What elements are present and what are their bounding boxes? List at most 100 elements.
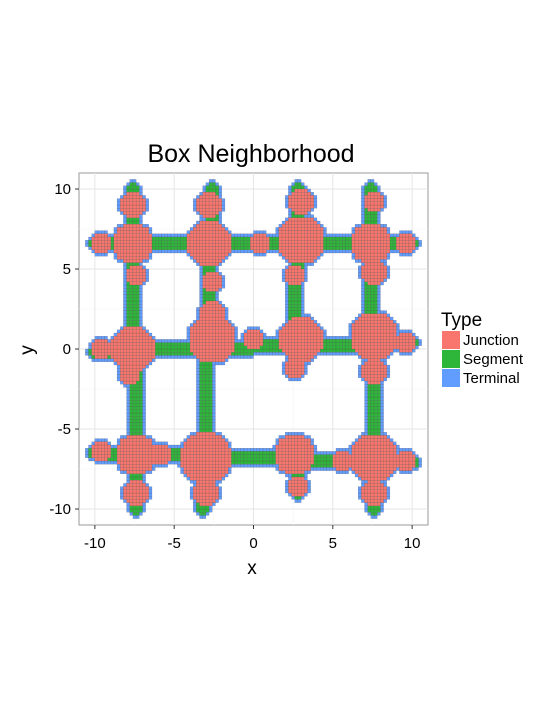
cell-junction [364,278,368,282]
cell-junction [399,249,403,254]
cell-terminal [113,256,118,260]
cell-terminal [107,233,111,238]
cell-junction [367,316,372,321]
cell-terminal [386,364,391,369]
cell-junction [215,326,219,330]
cell-junction [405,454,410,458]
cell-junction [202,307,207,311]
cell-junction [218,198,222,202]
cell-segment [243,451,248,455]
cell-segment [208,422,213,426]
cell-segment [348,243,352,247]
cell-junction [215,220,219,225]
cell-junction [307,243,311,247]
cell-terminal [164,249,168,254]
cell-junction [199,227,203,231]
cell-junction [139,339,143,343]
cell-segment [135,409,140,414]
cell-segment [202,374,207,378]
cell-segment [205,297,210,302]
cell-junction [208,230,213,234]
cell-junction [135,214,140,218]
cell-terminal [332,451,337,455]
cell-terminal [145,208,149,212]
cell-junction [107,348,111,353]
cell-junction [408,249,413,254]
cell-junction [354,448,359,452]
cell-terminal [275,249,280,254]
cell-junction [313,246,318,250]
cell-junction [243,332,248,337]
cell-segment [348,348,352,353]
cell-junction [285,332,289,337]
cell-junction [139,435,143,439]
cell-junction [370,230,375,234]
cell-junction [135,268,140,273]
cell-junction [253,345,257,350]
cell-junction [91,246,95,250]
cell-junction [304,329,308,334]
cell-junction [285,342,289,346]
cell-segment [367,185,372,190]
cell-junction [367,320,372,324]
cell-junction [304,230,308,234]
cell-terminal [196,211,200,215]
cell-segment [247,457,251,462]
cell-segment [132,313,137,318]
cell-terminal [120,195,124,199]
cell-junction [221,256,226,260]
cell-junction [370,201,375,206]
cell-junction [383,460,387,465]
cell-terminal [402,352,406,356]
y-tick-label: 10 [54,181,71,198]
cell-junction [342,454,346,458]
cell-terminal [139,284,143,289]
cell-junction [370,492,375,497]
cell-junction [389,320,394,324]
cell-terminal [329,233,333,238]
cell-junction [361,326,365,330]
cell-segment [205,393,210,398]
cell-junction [139,441,143,446]
cell-junction [142,204,146,209]
cell-junction [132,339,137,343]
cell-terminal [123,188,127,193]
cell-junction [151,448,156,452]
cell-segment [113,451,118,455]
cell-junction [297,438,302,442]
cell-junction [205,496,210,500]
cell-junction [183,454,187,458]
cell-segment [373,409,378,414]
cell-segment [320,454,324,458]
cell-junction [291,259,295,263]
cell-junction [297,361,302,366]
cell-junction [205,323,210,327]
cell-junction [104,355,108,359]
cell-junction [189,348,194,353]
cell-junction [199,310,203,314]
cell-terminal [180,339,184,343]
cell-junction [294,281,299,286]
cell-junction [367,467,372,471]
cell-junction [107,243,111,247]
cell-junction [288,438,292,442]
cell-junction [158,457,162,462]
cell-segment [135,294,140,298]
cell-junction [202,204,207,209]
cell-junction [120,438,124,442]
cell-junction [332,464,337,468]
cell-terminal [364,425,368,430]
cell-terminal [199,265,203,270]
cell-segment [345,348,349,353]
cell-terminal [285,432,289,436]
cell-junction [215,457,219,462]
cell-junction [361,323,365,327]
cell-terminal [145,470,149,474]
cell-junction [354,339,359,343]
cell-junction [202,467,207,471]
cell-segment [339,345,343,350]
cell-segment [202,368,207,372]
cell-junction [402,467,406,471]
cell-junction [113,233,118,238]
cell-terminal [94,252,99,257]
